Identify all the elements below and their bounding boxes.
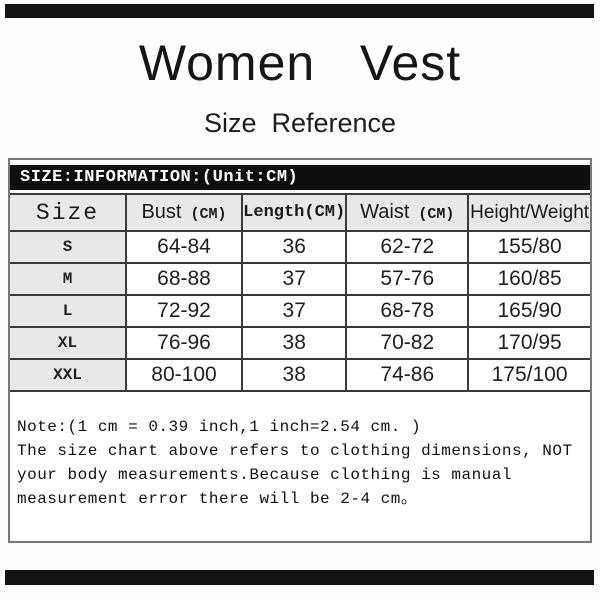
column-header-length-unit: (CM) xyxy=(304,203,346,222)
column-header-height-weight: Height/Weight xyxy=(467,193,590,232)
column-header-length-label: Length xyxy=(243,203,305,222)
bust-value-m: 68-88 xyxy=(125,262,243,296)
length-value-m: 37 xyxy=(240,262,348,296)
length-value-s: 36 xyxy=(240,230,348,264)
column-header-waist-label: Waist xyxy=(360,201,410,223)
note-line-1: Note:(1 cm = 0.39 inch,1 inch=2.54 cm. ) xyxy=(17,418,422,436)
header-row: Size Bust (CM) Length(CM) Waist (CM) Hei… xyxy=(10,193,590,232)
note-line-3: your body measurements.Because clothing … xyxy=(17,466,512,484)
column-header-bust: Bust (CM) xyxy=(125,193,243,232)
height-weight-value-l: 165/90 xyxy=(467,294,590,328)
waist-value-xl: 70-82 xyxy=(345,326,470,360)
measurement-note: Note:(1 cm = 0.39 inch,1 inch=2.54 cm. )… xyxy=(10,392,590,511)
table-row-s: S 64-84 36 62-72 155/80 xyxy=(10,230,590,264)
size-label-xxl: XXL xyxy=(10,358,127,392)
table-row-m: M 68-88 37 57-76 160/85 xyxy=(10,262,590,296)
note-line-4: measurement error there will be 2-4 cm。 xyxy=(17,490,418,508)
bust-value-xxl: 80-100 xyxy=(125,358,243,392)
column-header-bust-unit: (CM) xyxy=(181,206,227,223)
height-weight-value-xl: 170/95 xyxy=(467,326,590,360)
length-value-xxl: 38 xyxy=(240,358,348,392)
height-weight-value-s: 155/80 xyxy=(467,230,590,264)
table-row-xl: XL 76-96 38 70-82 170/95 xyxy=(10,326,590,360)
bust-value-xl: 76-96 xyxy=(125,326,243,360)
size-table-body: S 64-84 36 62-72 155/80 M 68-88 37 57-76… xyxy=(10,230,590,392)
column-header-size-label: Size xyxy=(35,199,100,226)
length-value-l: 37 xyxy=(240,294,348,328)
note-line-2: The size chart above refers to clothing … xyxy=(17,442,573,460)
size-info-panel: SIZE:INFORMATION:(Unit:CM) Size Bust (CM… xyxy=(8,158,592,543)
bottom-divider-bar xyxy=(5,570,594,585)
bust-value-s: 64-84 xyxy=(125,230,243,264)
column-header-bust-label: Bust xyxy=(141,201,182,223)
size-label-m: M xyxy=(10,262,127,296)
size-info-banner: SIZE:INFORMATION:(Unit:CM) xyxy=(10,165,590,190)
size-label-s: S xyxy=(10,230,127,264)
size-label-l: L xyxy=(10,294,127,328)
waist-value-s: 62-72 xyxy=(345,230,470,264)
waist-value-l: 68-78 xyxy=(345,294,470,328)
bust-value-l: 72-92 xyxy=(125,294,243,328)
table-row-l: L 72-92 37 68-78 165/90 xyxy=(10,294,590,328)
column-header-length: Length(CM) xyxy=(240,193,348,232)
page-subtitle: Size Reference xyxy=(203,108,397,138)
column-header-waist: Waist (CM) xyxy=(345,193,470,232)
page-title: Women Vest xyxy=(138,35,462,91)
size-label-xl: XL xyxy=(10,326,127,360)
top-divider-bar xyxy=(5,4,594,18)
column-header-waist-unit: (CM) xyxy=(409,206,455,223)
waist-value-m: 57-76 xyxy=(345,262,470,296)
size-table: Size Bust (CM) Length(CM) Waist (CM) Hei… xyxy=(10,193,590,392)
column-header-height-weight-label: Height/Weight xyxy=(470,201,590,223)
size-table-header: Size Bust (CM) Length(CM) Waist (CM) Hei… xyxy=(10,193,590,232)
length-value-xl: 38 xyxy=(240,326,348,360)
table-row-xxl: XXL 80-100 38 74-86 175/100 xyxy=(10,358,590,392)
column-header-size: Size xyxy=(10,193,127,232)
height-weight-value-xxl: 175/100 xyxy=(467,358,590,392)
height-weight-value-m: 160/85 xyxy=(467,262,590,296)
waist-value-xxl: 74-86 xyxy=(345,358,470,392)
